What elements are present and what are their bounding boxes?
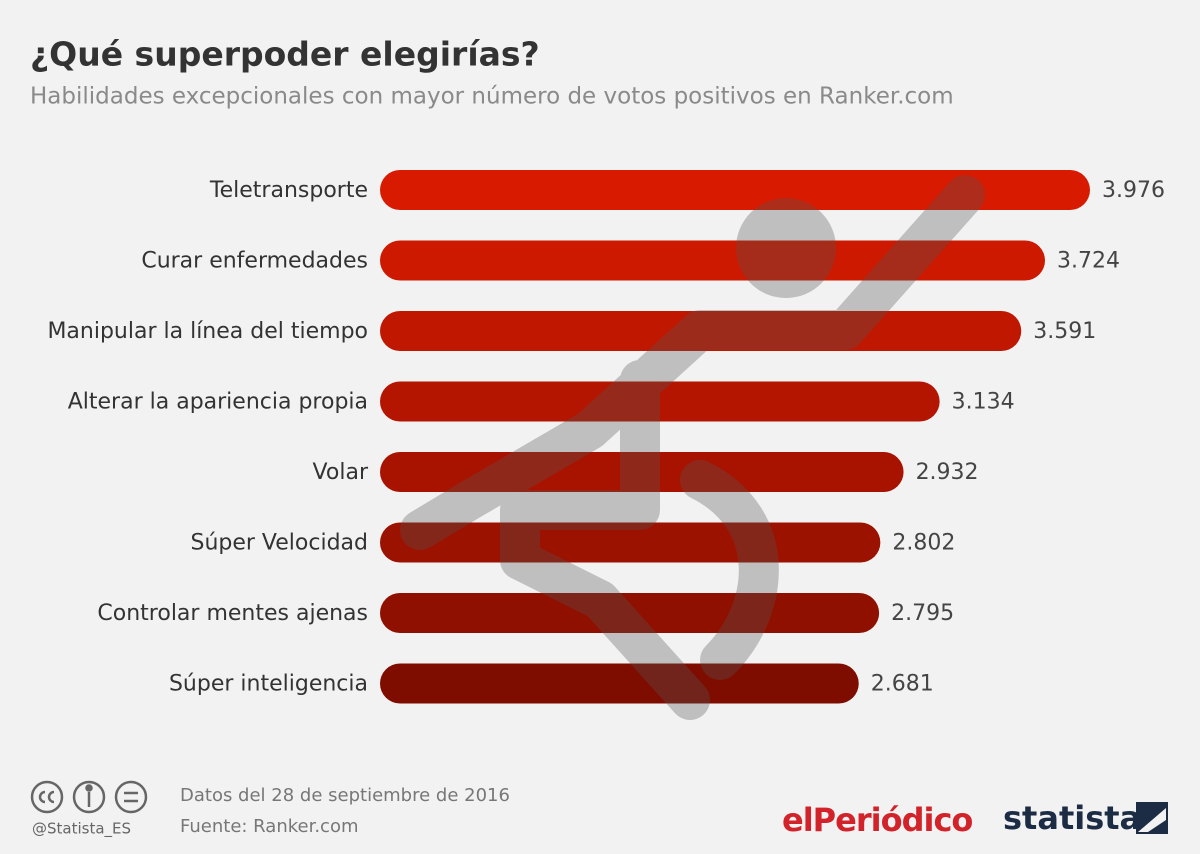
category-label: Curar enfermedades — [141, 249, 368, 274]
value-label: 2.802 — [892, 531, 955, 556]
bar — [380, 170, 1090, 210]
category-label: Súper Velocidad — [190, 531, 368, 556]
chart-subtitle: Habilidades excepcionales con mayor núme… — [30, 84, 954, 110]
bar — [380, 240, 1045, 281]
value-label: 3.724 — [1057, 249, 1120, 274]
watermark-icon — [400, 175, 985, 720]
bar — [380, 593, 880, 633]
category-label: Volar — [313, 460, 369, 485]
value-label: 2.681 — [871, 672, 934, 697]
category-label: Controlar mentes ajenas — [97, 601, 368, 626]
footer-source: Fuente: Ranker.com — [180, 816, 359, 837]
footer-brand: elPeriódico — [782, 801, 972, 839]
bar — [380, 663, 859, 704]
category-label: Alterar la apariencia propia — [68, 390, 368, 415]
bar — [380, 522, 881, 563]
footer-logo: statista — [1003, 799, 1141, 837]
bar — [380, 381, 940, 422]
license-icons — [30, 780, 148, 814]
bars: Teletransporte 3.976 Curar enfermedades 3.7… — [47, 170, 1165, 704]
category-label: Manipular la línea del tiempo — [47, 319, 368, 344]
value-label: 3.134 — [952, 390, 1015, 415]
chart-title: ¿Qué superpoder elegirías? — [30, 35, 540, 74]
value-label: 2.795 — [891, 601, 954, 626]
value-label: 3.591 — [1033, 319, 1096, 344]
footer-handle: @Statista_ES — [32, 820, 131, 839]
bar — [380, 311, 1022, 351]
category-label: Teletransporte — [209, 178, 368, 203]
category-label: Súper inteligencia — [169, 672, 368, 697]
statista-logo-mark — [1136, 802, 1168, 834]
value-label: 3.976 — [1102, 178, 1165, 203]
value-label: 2.932 — [916, 460, 979, 485]
footer-date: Datos del 28 de septiembre de 2016 — [180, 785, 510, 806]
bar — [380, 452, 904, 492]
